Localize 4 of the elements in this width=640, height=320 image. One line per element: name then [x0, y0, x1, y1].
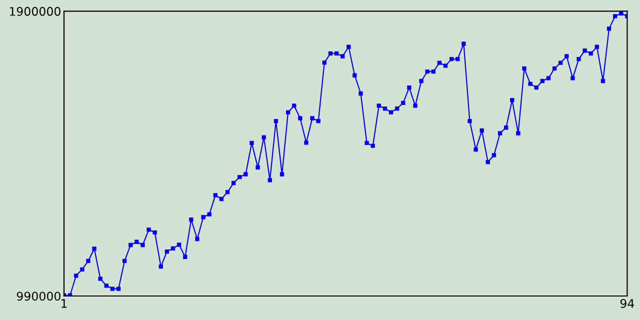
x-tick-label: 94 — [620, 298, 634, 308]
y-tick-label: 1900000 — [10, 6, 60, 16]
x-tick-label: 1 — [62, 299, 67, 308]
y-tick-label: 990000 — [16, 292, 60, 301]
